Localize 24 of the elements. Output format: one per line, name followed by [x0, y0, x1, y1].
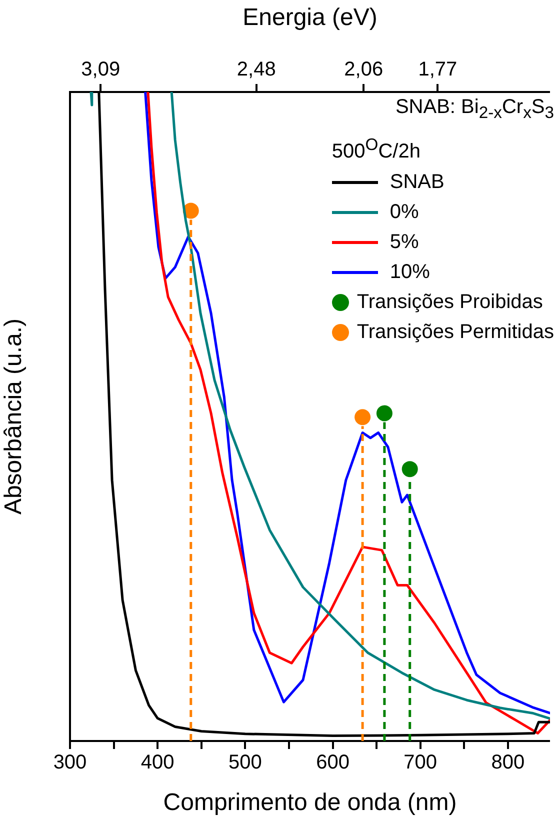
legend-label: SNAB [390, 171, 444, 194]
x2-tick-label: 1,77 [418, 58, 458, 81]
annotation: SNAB: Bi$_{2-x}$Cr$_{x}$S$_{3}$ [395, 96, 554, 123]
point [376, 405, 392, 422]
point [354, 409, 371, 426]
legend-label: Transições Permitidas [356, 321, 554, 344]
legend-label: 5% [390, 231, 419, 254]
legend-label: 0% [390, 201, 419, 224]
x-tick-label: 500 [228, 752, 262, 774]
x2-tick-label: 3,09 [81, 58, 120, 81]
legend-title: 500$^{O}$C/2h [332, 135, 420, 164]
x2-tick-label: 2,06 [344, 58, 384, 81]
x-tick-label: 700 [404, 752, 438, 774]
legend-label: Transições Proibidas [356, 291, 543, 314]
x-tick-label: 600 [316, 752, 350, 774]
point [402, 461, 418, 478]
legend-label: 10% [390, 261, 430, 284]
x-tick-label: 300 [53, 752, 87, 774]
x2-tick-label: 2,48 [236, 58, 276, 81]
x-tick-label: 400 [140, 752, 174, 774]
x-tick-label: 800 [491, 752, 525, 774]
y-axis-title: Absorbância (u.a.) [0, 318, 28, 515]
x2-axis-title: Energia (eV) [242, 4, 378, 32]
x-axis-title: Comprimento de onda (nm) [163, 789, 457, 816]
